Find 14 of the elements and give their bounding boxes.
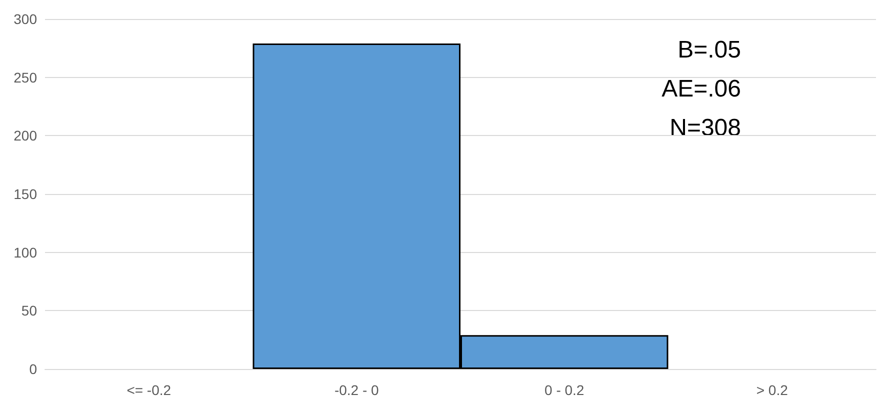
x-tick-label: -0.2 - 0 (334, 382, 380, 398)
annotation: B=.05 (678, 36, 742, 64)
y-tick-label: 0 (29, 361, 38, 377)
y-tick-label: 200 (14, 128, 38, 144)
annotation: AE=.06 (662, 76, 742, 102)
y-tick-label: 300 (14, 11, 38, 27)
y-tick-label: 250 (14, 69, 38, 86)
x-tick-label: <= -0.2 (126, 382, 172, 398)
annotation: N=308 (670, 114, 741, 142)
x-tick-label: 0 - 0.2 (544, 382, 584, 398)
x-tick-label: > 0.2 (756, 382, 788, 398)
y-tick-label: 150 (14, 186, 38, 202)
y-tick-label: 50 (21, 302, 38, 319)
y-tick-label: 100 (14, 244, 38, 260)
